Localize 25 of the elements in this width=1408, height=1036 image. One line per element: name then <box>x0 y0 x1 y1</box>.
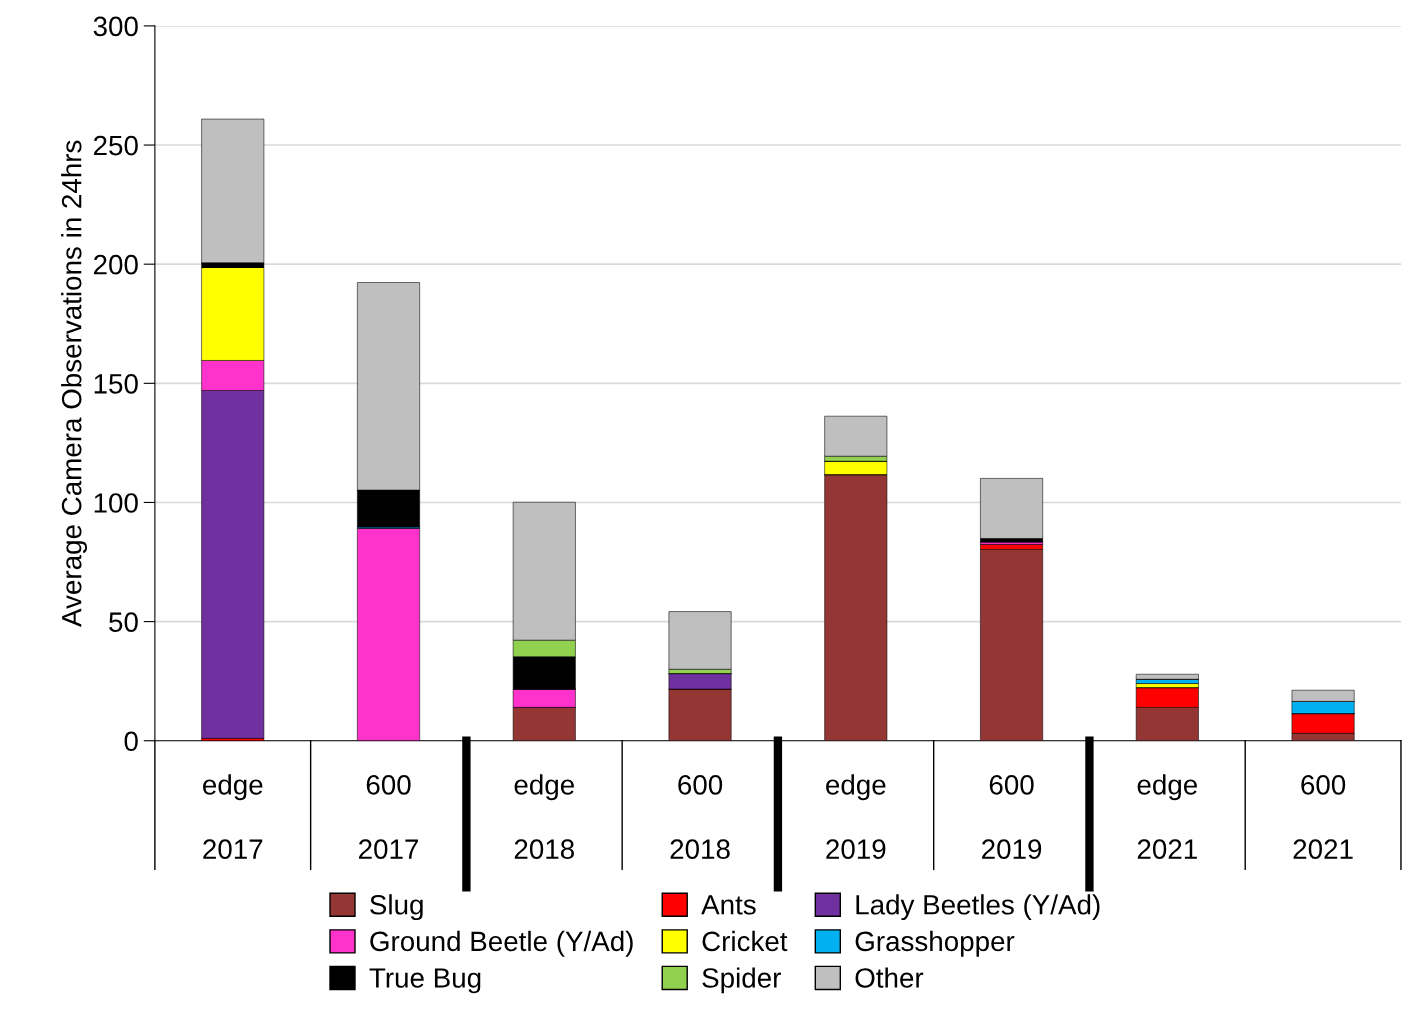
y-axis-title: Average Camera Observations in 24hrs <box>61 140 88 627</box>
category-label: edge 2021 <box>1137 774 1197 859</box>
legend-label: Ants <box>701 895 756 915</box>
legend-label: Spider <box>702 967 781 994</box>
y-tick-label: 300 <box>93 16 138 37</box>
category-label: 600 2018 <box>670 774 730 859</box>
legend-label: True Bug <box>369 968 481 994</box>
y-tick-label: 150 <box>94 373 138 394</box>
category-label: edge 2019 <box>826 774 886 859</box>
legend-label: Grasshopper <box>855 930 1015 957</box>
y-tick-label: 100 <box>94 493 138 513</box>
category-label: 600 2017 <box>359 774 419 859</box>
legend-label: Other <box>855 967 924 988</box>
y-tick-label: 0 <box>124 731 138 752</box>
y-tick-label: 250 <box>93 135 138 156</box>
legend-label: Slug <box>370 894 423 921</box>
category-label: 600 2019 <box>982 774 1042 859</box>
legend-label: Lady Beetles (Y/Ad) <box>856 894 1100 921</box>
category-label: edge 2018 <box>514 774 574 859</box>
legend-label: Ground Beetle (Y/Ad) <box>370 930 633 957</box>
legend-label: Cricket <box>702 930 788 952</box>
y-tick-label: 50 <box>109 612 138 632</box>
category-label: edge 2017 <box>203 774 263 859</box>
category-label: 600 2021 <box>1293 774 1353 859</box>
y-tick-label: 200 <box>93 254 138 275</box>
